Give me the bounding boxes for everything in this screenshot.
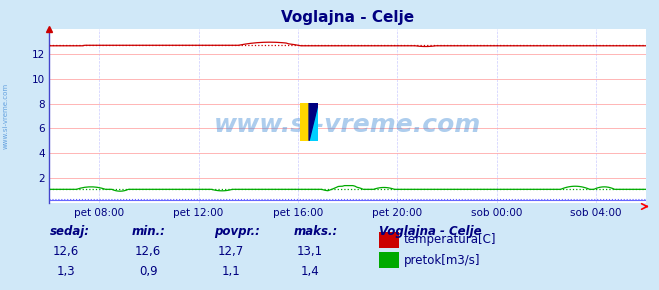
Text: 1,1: 1,1 [221,265,240,278]
Text: www.si-vreme.com: www.si-vreme.com [214,113,481,137]
Text: 12,6: 12,6 [53,245,79,258]
Text: min.:: min.: [132,225,165,238]
Text: maks.:: maks.: [293,225,337,238]
Text: www.si-vreme.com: www.si-vreme.com [2,83,9,149]
Text: povpr.:: povpr.: [214,225,260,238]
Text: pretok[m3/s]: pretok[m3/s] [404,254,480,267]
Text: sedaj:: sedaj: [49,225,90,238]
Text: 12,7: 12,7 [217,245,244,258]
Text: Voglajna - Celje: Voglajna - Celje [379,225,482,238]
Text: 0,9: 0,9 [139,265,158,278]
Text: 1,4: 1,4 [301,265,319,278]
Text: 12,6: 12,6 [135,245,161,258]
Polygon shape [309,103,318,141]
Polygon shape [309,103,318,141]
Text: 13,1: 13,1 [297,245,323,258]
Text: 1,3: 1,3 [57,265,75,278]
Text: temperatura[C]: temperatura[C] [404,233,496,246]
Bar [300,103,309,141]
Title: Voglajna - Celje: Voglajna - Celje [281,10,415,25]
